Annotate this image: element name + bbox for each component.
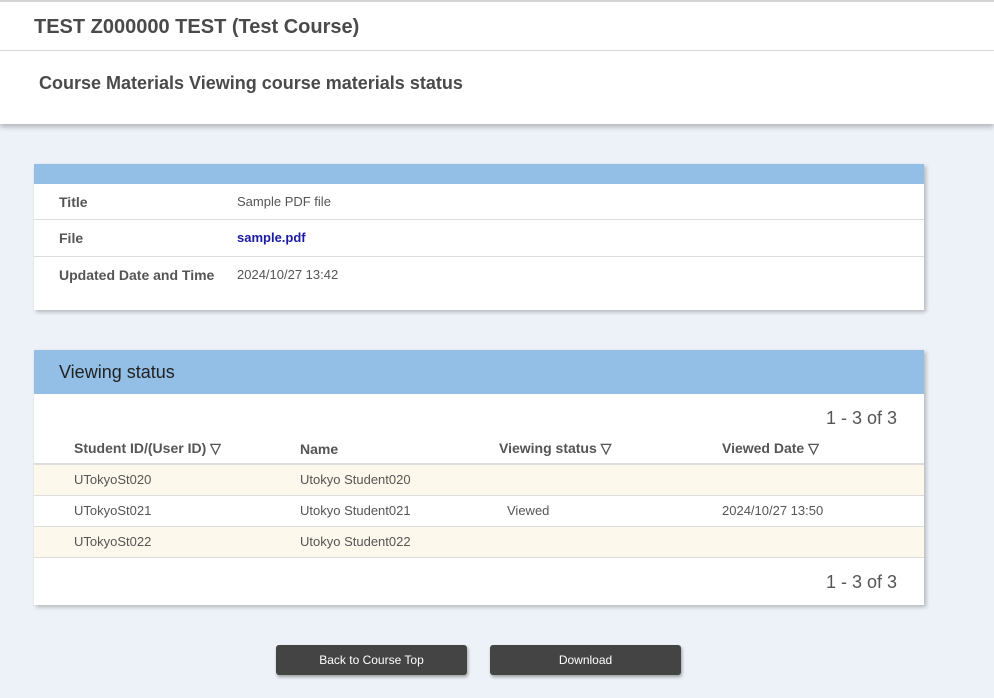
info-label: File [59, 230, 84, 246]
material-info-card: Title Sample PDF file File sample.pdf Up… [34, 164, 924, 310]
file-link[interactable]: sample.pdf [237, 230, 306, 245]
table-row: UTokyoSt020 Utokyo Student020 [34, 464, 924, 496]
table-row: UTokyoSt021 Utokyo Student021 Viewed 202… [34, 495, 924, 527]
cell-date: 2024/10/27 13:50 [722, 495, 924, 527]
cell-status [499, 526, 722, 558]
info-label: Updated Date and Time [59, 267, 215, 283]
course-title: TEST Z000000 TEST (Test Course) [34, 16, 360, 38]
page-header: Course Materials Viewing course material… [0, 51, 994, 124]
cell-status: Viewed [499, 495, 722, 527]
card-header-band [34, 164, 924, 184]
info-value: Sample PDF file [237, 194, 331, 209]
cell-name: Utokyo Student020 [300, 464, 499, 496]
cell-name: Utokyo Student022 [300, 526, 499, 558]
page-title: Course Materials Viewing course material… [39, 73, 463, 93]
cell-student-id: UTokyoSt021 [34, 495, 300, 527]
viewing-status-table: Student ID/(User ID) ▽ Name Viewing stat… [34, 434, 924, 558]
info-label: Title [59, 194, 88, 210]
back-to-course-top-button[interactable]: Back to Course Top [276, 645, 467, 675]
info-value: 2024/10/27 13:42 [237, 267, 339, 282]
cell-name: Utokyo Student021 [300, 495, 499, 527]
pager-top: 1 - 3 of 3 [825, 408, 897, 428]
pager-bottom: 1 - 3 of 3 [825, 571, 897, 592]
download-button[interactable]: Download [490, 645, 681, 675]
top-border [0, 0, 994, 2]
table-row: UTokyoSt022 Utokyo Student022 [34, 526, 924, 558]
column-viewed-date[interactable]: Viewed Date ▽ [722, 434, 924, 465]
column-student-id[interactable]: Student ID/(User ID) ▽ [34, 434, 300, 465]
cell-date [722, 526, 924, 558]
cell-date [722, 464, 924, 496]
column-name: Name [300, 434, 499, 465]
info-row-title: Title Sample PDF file [34, 184, 924, 220]
cell-status [499, 464, 722, 496]
column-viewing-status[interactable]: Viewing status ▽ [499, 434, 722, 465]
course-header: TEST Z000000 TEST (Test Course) [0, 2, 994, 51]
cell-student-id: UTokyoSt022 [34, 526, 300, 558]
info-row-updated: Updated Date and Time 2024/10/27 13:42 [34, 257, 924, 310]
info-row-file: File sample.pdf [34, 220, 924, 257]
viewing-status-title: Viewing status [34, 350, 924, 394]
viewing-status-card: Viewing status 1 - 3 of 3 Student ID/(Us… [34, 350, 924, 605]
cell-student-id: UTokyoSt020 [34, 464, 300, 496]
